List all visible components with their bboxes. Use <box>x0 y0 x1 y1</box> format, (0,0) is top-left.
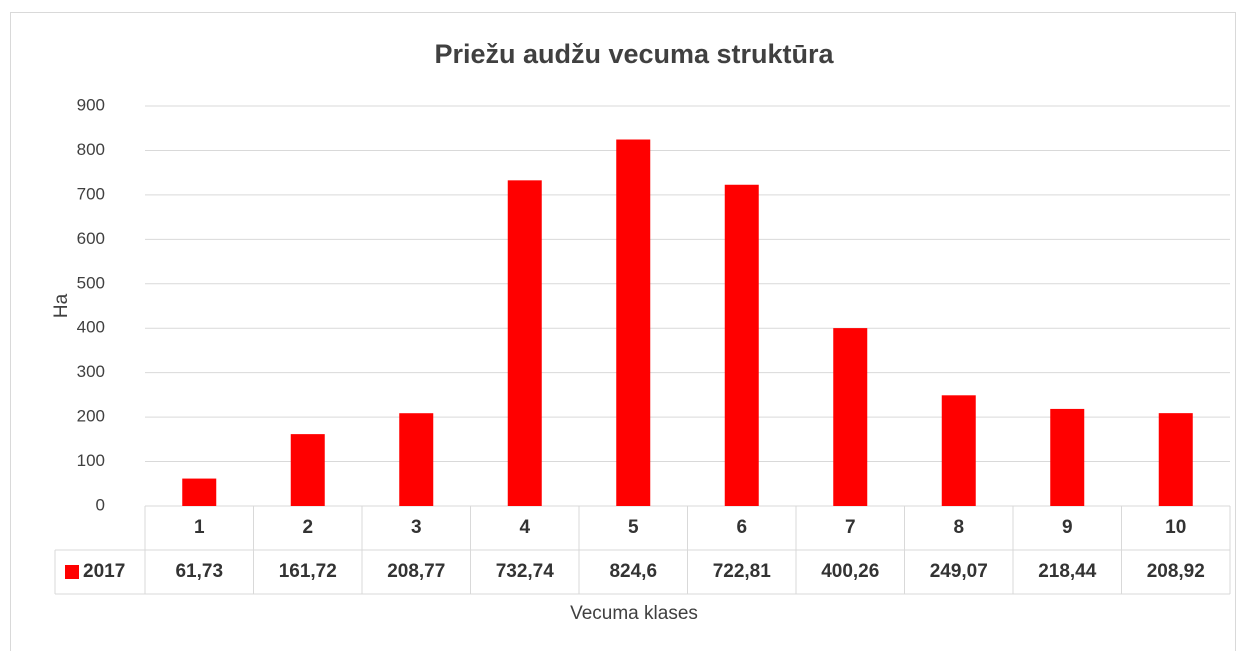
y-tick-label: 0 <box>96 495 105 514</box>
x-tick-label: 6 <box>736 517 747 538</box>
chart-title: Priežu audžu vecuma struktūra <box>434 39 834 69</box>
bar <box>182 478 217 506</box>
data-label: 732,74 <box>496 561 555 582</box>
y-tick-label: 100 <box>77 451 105 470</box>
bar <box>399 413 434 506</box>
y-tick-label: 900 <box>77 95 105 114</box>
x-tick-label: 10 <box>1165 517 1186 538</box>
bar <box>290 434 325 506</box>
data-label: 61,73 <box>175 561 223 582</box>
x-tick-label: 2 <box>302 517 313 538</box>
y-tick-label: 700 <box>77 184 105 203</box>
x-tick-label: 9 <box>1062 517 1073 538</box>
legend-label: 2017 <box>83 561 125 582</box>
data-label: 218,44 <box>1038 561 1097 582</box>
y-tick-label: 800 <box>77 140 105 159</box>
bar <box>724 184 759 507</box>
y-tick-label: 600 <box>77 229 105 248</box>
x-tick-label: 8 <box>953 517 964 538</box>
x-tick-label: 4 <box>519 517 530 538</box>
bar <box>833 328 868 506</box>
y-axis-label: Ha <box>51 293 72 318</box>
data-label: 249,07 <box>930 561 988 582</box>
data-label: 208,77 <box>387 561 445 582</box>
data-label: 208,92 <box>1147 561 1205 582</box>
y-tick-label: 300 <box>77 362 105 381</box>
x-axis-label: Vecuma klases <box>570 603 698 624</box>
y-tick-label: 400 <box>77 318 105 337</box>
x-tick-label: 1 <box>194 517 205 538</box>
legend-swatch <box>65 565 79 579</box>
bar <box>1158 413 1193 506</box>
bar <box>507 180 542 507</box>
bar <box>616 139 651 506</box>
y-tick-label: 200 <box>77 407 105 426</box>
data-label: 824,6 <box>609 561 657 582</box>
x-tick-label: 3 <box>411 517 422 538</box>
bar <box>941 395 976 506</box>
data-label: 161,72 <box>279 561 337 582</box>
x-tick-label: 5 <box>628 517 639 538</box>
bar <box>1050 408 1085 506</box>
y-tick-label: 500 <box>77 273 105 292</box>
data-label: 722,81 <box>713 561 772 582</box>
x-tick-label: 7 <box>845 517 856 538</box>
data-label: 400,26 <box>821 561 879 582</box>
